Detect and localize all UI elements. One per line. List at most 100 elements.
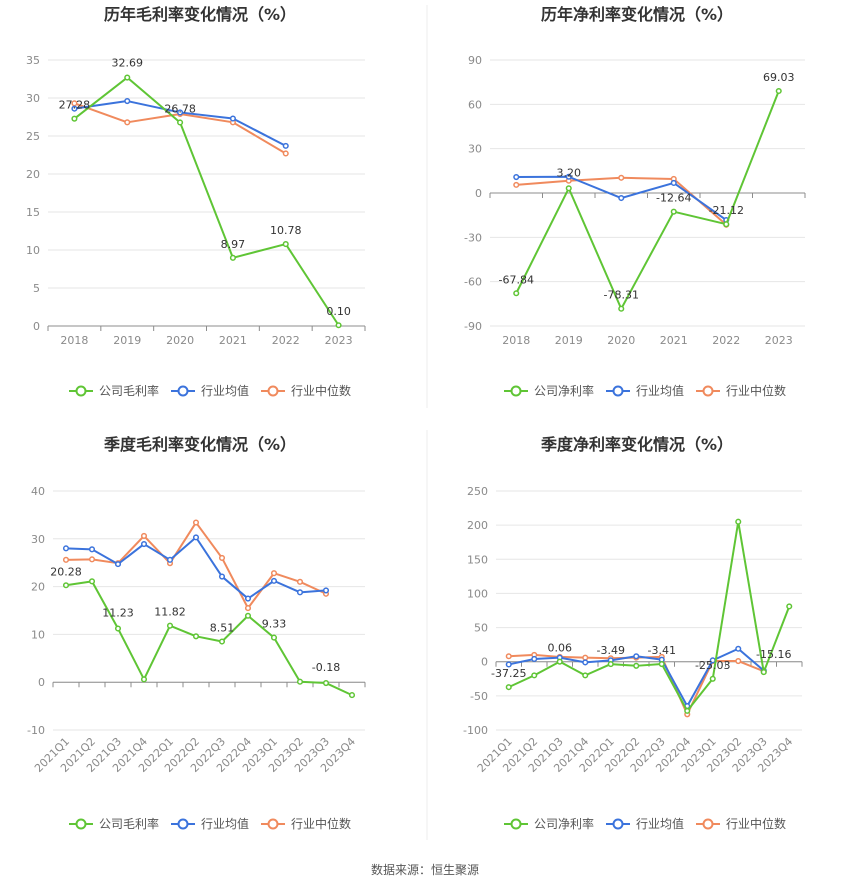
data-point-industry_avg [62, 545, 70, 552]
legend-marker-icon [612, 818, 624, 830]
legend-label: 行业均值 [201, 383, 249, 398]
data-label: 69.03 [763, 71, 795, 84]
data-point-industry_avg [218, 573, 226, 580]
x-tick-label: 2022 [712, 334, 740, 347]
x-tick-label: 2020 [166, 334, 194, 347]
y-tick-label: 250 [467, 485, 488, 498]
legend-label: 行业中位数 [291, 816, 351, 831]
data-point-industry_avg [505, 661, 512, 668]
data-point-company [658, 660, 665, 668]
data-label: 9.33 [262, 618, 287, 631]
series-line-company [515, 90, 780, 310]
data-point-industry_median [218, 554, 226, 561]
y-tick-label: 50 [474, 622, 488, 635]
data-point-company [582, 672, 589, 679]
legend-item-industry_avg: 行业均值 [606, 816, 684, 831]
data-label: -3.49 [597, 644, 625, 657]
data-point-industry_median [505, 653, 512, 660]
data-point-company [140, 676, 148, 683]
data-point-company [62, 582, 70, 589]
data-label: -37.25 [491, 667, 526, 680]
y-tick-label: 100 [467, 587, 488, 600]
data-label: 8.97 [221, 238, 246, 251]
x-tick-label: 2022 [272, 334, 300, 347]
legend-item-company: 公司净利率 [504, 383, 594, 398]
data-point-company [709, 675, 716, 682]
y-tick-label: 30 [26, 92, 40, 105]
y-tick-label: 0 [33, 320, 40, 333]
data-point-company [618, 305, 625, 312]
legend-marker-icon [510, 385, 522, 397]
data-label: -15.16 [756, 648, 791, 661]
y-tick-label: 0 [38, 676, 45, 689]
data-point-industry_median [270, 570, 278, 577]
legend-label: 行业均值 [201, 816, 249, 831]
legend-item-industry_median: 行业中位数 [261, 816, 351, 831]
data-point-industry_avg [244, 595, 252, 602]
data-label: 26.78 [164, 102, 196, 115]
data-point-company [270, 634, 278, 641]
y-tick-label: 10 [31, 628, 45, 641]
data-point-company [296, 678, 304, 685]
series-line-company [73, 76, 340, 326]
data-point-industry_avg [88, 546, 96, 553]
data-label: 27.28 [59, 99, 91, 112]
x-tick-label: 2020 [607, 334, 635, 347]
data-point-industry_median [296, 578, 304, 585]
data-label: -12.64 [656, 192, 691, 205]
data-point-industry_median [140, 532, 148, 539]
legend-label: 行业中位数 [291, 383, 351, 398]
data-point-industry_avg [513, 173, 520, 181]
y-tick-label: 200 [467, 519, 488, 532]
data-point-company [531, 672, 538, 679]
y-tick-label: 30 [468, 143, 482, 156]
chart-title: 历年净利率变化情况（%） [541, 5, 733, 24]
data-point-industry_avg [618, 194, 625, 202]
chart-panel-3: 季度毛利率变化情况（%）-100102030402021Q12021Q22021… [27, 435, 366, 831]
data-point-company [192, 633, 200, 640]
x-tick-label: 2023 [325, 334, 353, 347]
data-source-note: 数据来源：恒生聚源 [370, 863, 479, 877]
legend-label: 公司净利率 [534, 816, 594, 831]
legend-marker-icon [510, 818, 522, 830]
data-point-company [513, 290, 520, 297]
data-point-company [114, 625, 122, 632]
data-point-industry_avg [177, 109, 184, 116]
data-point-industry_avg [71, 105, 78, 112]
data-point-company [229, 254, 236, 261]
data-point-industry_avg [192, 534, 200, 541]
data-point-industry_median [282, 150, 289, 157]
data-point-industry_median [192, 519, 200, 526]
data-label: 11.82 [154, 606, 186, 619]
x-tick-label: 2018 [502, 334, 530, 347]
x-tick-label: 2019 [113, 334, 141, 347]
y-tick-label: 0 [481, 656, 488, 669]
data-point-company [282, 241, 289, 248]
data-point-company [760, 669, 767, 676]
y-tick-label: 20 [26, 168, 40, 181]
chart-panel-4: 季度净利率变化情况（%）-100-500501001502002502021Q1… [463, 435, 803, 831]
data-point-industry_median [735, 657, 742, 665]
data-point-company [71, 115, 78, 122]
data-point-company [505, 684, 512, 691]
data-point-industry_avg [296, 589, 304, 596]
chart-title: 历年毛利率变化情况（%） [104, 5, 296, 24]
y-tick-label: 30 [31, 533, 45, 546]
data-point-industry_median [124, 119, 131, 126]
legend-label: 行业均值 [636, 383, 684, 398]
data-point-company [322, 680, 330, 687]
y-tick-label: 5 [33, 282, 40, 295]
legend-label: 公司毛利率 [99, 816, 159, 831]
data-point-company [348, 692, 356, 699]
y-tick-label: -50 [470, 690, 488, 703]
y-tick-label: 15 [26, 206, 40, 219]
legend-item-industry_median: 行业中位数 [261, 383, 351, 398]
data-point-industry_avg [531, 655, 538, 663]
data-point-company [565, 185, 572, 192]
data-point-industry_avg [670, 179, 677, 187]
y-tick-label: 20 [31, 581, 45, 594]
legend-label: 行业均值 [636, 816, 684, 831]
y-tick-label: 0 [475, 187, 482, 200]
data-point-company [633, 662, 640, 669]
y-tick-label: -10 [27, 724, 45, 737]
